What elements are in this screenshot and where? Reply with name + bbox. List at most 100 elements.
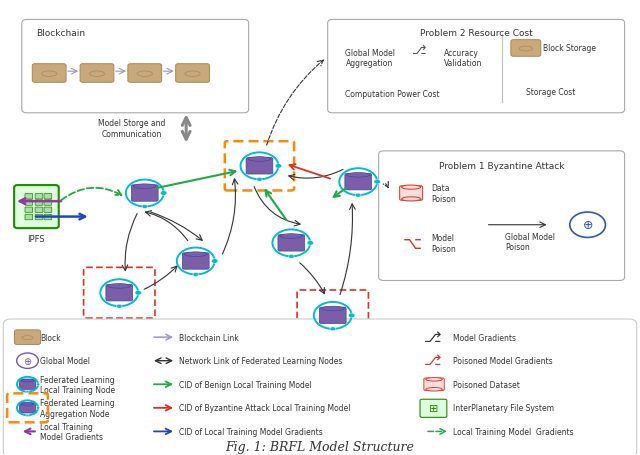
Circle shape <box>135 291 141 295</box>
Text: Storage Cost: Storage Cost <box>526 87 575 96</box>
Text: Network Link of Federated Learning Nodes: Network Link of Federated Learning Nodes <box>179 356 342 365</box>
FancyBboxPatch shape <box>25 207 33 213</box>
Circle shape <box>289 255 294 259</box>
FancyBboxPatch shape <box>328 20 625 114</box>
FancyBboxPatch shape <box>278 235 305 252</box>
Text: Local Training
Model Gradients: Local Training Model Gradients <box>40 422 103 441</box>
Ellipse shape <box>22 336 33 340</box>
Text: Block Storage: Block Storage <box>543 45 596 53</box>
FancyBboxPatch shape <box>246 158 273 175</box>
Text: Problem 1 Byzantine Attack: Problem 1 Byzantine Attack <box>439 162 564 171</box>
Circle shape <box>161 191 167 196</box>
FancyBboxPatch shape <box>14 186 59 228</box>
FancyBboxPatch shape <box>32 65 66 83</box>
FancyBboxPatch shape <box>128 65 162 83</box>
Ellipse shape <box>321 307 344 311</box>
Circle shape <box>36 383 40 386</box>
FancyBboxPatch shape <box>319 308 346 324</box>
FancyBboxPatch shape <box>424 378 444 391</box>
Ellipse shape <box>90 72 104 77</box>
Text: ⎇: ⎇ <box>424 329 442 344</box>
Circle shape <box>193 273 198 277</box>
Ellipse shape <box>133 184 156 189</box>
FancyBboxPatch shape <box>19 379 36 389</box>
Text: Local Training Model  Gradients: Local Training Model Gradients <box>452 427 573 436</box>
FancyBboxPatch shape <box>345 174 372 191</box>
Text: ⎇: ⎇ <box>412 44 426 57</box>
FancyBboxPatch shape <box>131 185 158 202</box>
Circle shape <box>355 194 361 197</box>
Text: CID of Local Training Model Gradients: CID of Local Training Model Gradients <box>179 427 323 436</box>
Ellipse shape <box>137 72 152 77</box>
FancyBboxPatch shape <box>3 319 637 455</box>
Ellipse shape <box>347 173 370 178</box>
FancyBboxPatch shape <box>175 65 209 83</box>
Text: Computation Power Cost: Computation Power Cost <box>346 90 440 99</box>
Circle shape <box>26 391 29 393</box>
Ellipse shape <box>42 72 57 77</box>
Circle shape <box>374 180 380 185</box>
FancyBboxPatch shape <box>35 207 43 213</box>
Circle shape <box>275 164 282 169</box>
Text: Problem 2 Resource Cost: Problem 2 Resource Cost <box>420 30 532 38</box>
Text: Model Gradients: Model Gradients <box>452 333 516 342</box>
Circle shape <box>26 415 29 416</box>
Text: Block: Block <box>40 333 61 342</box>
Text: InterPlanetary File System: InterPlanetary File System <box>452 404 554 412</box>
FancyBboxPatch shape <box>420 399 447 417</box>
Text: Federated Learning
Aggregation Node: Federated Learning Aggregation Node <box>40 398 115 418</box>
FancyBboxPatch shape <box>44 194 52 199</box>
Circle shape <box>36 407 40 409</box>
Text: Model
Poison: Model Poison <box>431 234 456 253</box>
Circle shape <box>257 178 262 182</box>
Text: Poisoned Model Gradients: Poisoned Model Gradients <box>452 356 552 365</box>
Text: CID of Benign Local Training Model: CID of Benign Local Training Model <box>179 380 311 389</box>
Text: Poisoned Dataset: Poisoned Dataset <box>452 380 520 389</box>
Ellipse shape <box>401 197 420 202</box>
FancyBboxPatch shape <box>511 40 541 57</box>
Ellipse shape <box>185 72 200 77</box>
Ellipse shape <box>248 157 271 162</box>
FancyBboxPatch shape <box>19 403 36 413</box>
Circle shape <box>142 205 147 209</box>
Ellipse shape <box>426 378 442 381</box>
Text: ⎇: ⎇ <box>424 353 442 368</box>
Ellipse shape <box>519 47 532 52</box>
Text: IPFS: IPFS <box>28 234 45 243</box>
Text: Global Model
Poison: Global Model Poison <box>505 232 555 251</box>
FancyBboxPatch shape <box>25 200 33 206</box>
Text: Fig. 1: BRFL Model Structure: Fig. 1: BRFL Model Structure <box>225 440 415 453</box>
FancyBboxPatch shape <box>25 215 33 220</box>
Circle shape <box>211 259 218 264</box>
Text: Model Storge and
Communication: Model Storge and Communication <box>99 119 166 139</box>
FancyBboxPatch shape <box>379 152 625 281</box>
Text: ⊕: ⊕ <box>24 356 31 366</box>
Ellipse shape <box>21 379 34 382</box>
Text: Accuracy
Validation: Accuracy Validation <box>444 49 483 68</box>
Circle shape <box>570 212 605 238</box>
FancyBboxPatch shape <box>80 65 114 83</box>
Text: ⌥: ⌥ <box>403 234 422 253</box>
FancyBboxPatch shape <box>182 253 209 270</box>
FancyBboxPatch shape <box>399 187 422 201</box>
FancyBboxPatch shape <box>15 330 40 345</box>
Ellipse shape <box>280 234 303 239</box>
Text: Data
Poison: Data Poison <box>431 184 456 203</box>
FancyBboxPatch shape <box>22 20 248 114</box>
Text: Global Model: Global Model <box>40 356 90 365</box>
Ellipse shape <box>21 403 34 405</box>
Text: Blockchain: Blockchain <box>36 30 86 38</box>
Circle shape <box>116 304 122 308</box>
Text: ⊞: ⊞ <box>429 403 438 413</box>
Text: CID of Byzantine Attack Local Training Model: CID of Byzantine Attack Local Training M… <box>179 404 350 412</box>
Circle shape <box>330 327 335 331</box>
FancyBboxPatch shape <box>35 200 43 206</box>
FancyBboxPatch shape <box>106 285 132 301</box>
Text: Blockchain Link: Blockchain Link <box>179 333 238 342</box>
Text: Global Model
Aggregation: Global Model Aggregation <box>346 49 396 68</box>
Circle shape <box>17 353 38 369</box>
Circle shape <box>348 313 355 318</box>
Circle shape <box>307 241 314 246</box>
Ellipse shape <box>426 388 442 391</box>
Text: ⊕: ⊕ <box>582 219 593 232</box>
